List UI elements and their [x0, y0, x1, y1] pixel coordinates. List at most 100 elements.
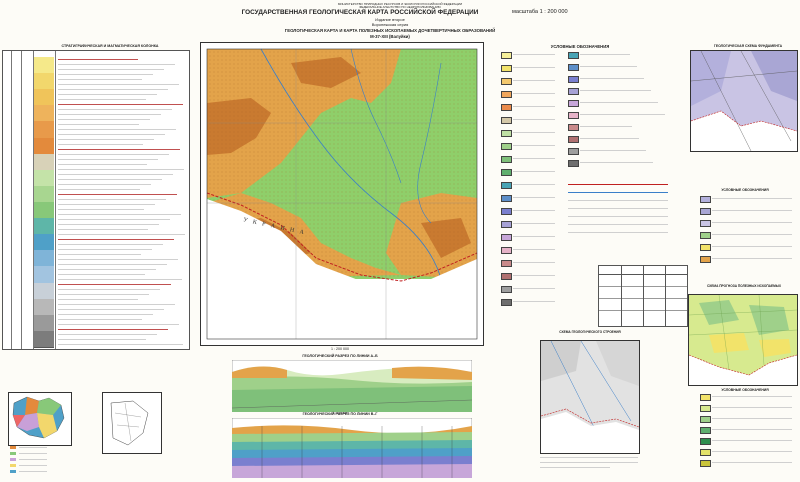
- description-line: [58, 344, 183, 345]
- legend-swatch: [568, 112, 579, 119]
- geological-structure-map[interactable]: [540, 340, 640, 454]
- inset-legend-text: [712, 234, 792, 235]
- description-line: [58, 114, 161, 115]
- main-map-svg: [206, 48, 478, 340]
- legend-swatch: [501, 260, 512, 267]
- basement-scheme-map[interactable]: [690, 50, 798, 152]
- description-line: [58, 189, 140, 190]
- inset-legend-text: [712, 210, 792, 211]
- lithology-layer: [34, 234, 54, 252]
- forecast-legend-swatch: [700, 416, 711, 423]
- lithology-layer: [34, 202, 54, 220]
- legend-swatch: [501, 182, 512, 189]
- inset-legend-swatch: [700, 232, 711, 239]
- inset-bottom-center-title: СХЕМА ГЕОЛОГИЧЕСКОГО СТРОЕНИЯ: [559, 330, 621, 334]
- description-line: [58, 319, 142, 320]
- cross-section-2: [231, 417, 473, 479]
- description-line: [58, 74, 153, 75]
- legend-column-2: [568, 52, 668, 172]
- inset-legend-text: [712, 246, 792, 247]
- legend-swatch: [501, 273, 512, 280]
- inset-mid-right-title: СХЕМА ПРОГНОЗА ПОЛЕЗНЫХ ИСКОПАЕМЫХ: [706, 284, 782, 288]
- admin-regions-svg: [12, 396, 65, 439]
- legend-swatch: [501, 208, 512, 215]
- legend-text-line: [513, 106, 555, 107]
- lithology-layer: [34, 57, 54, 75]
- forecast-legend-text: [712, 451, 792, 452]
- description-line: [58, 309, 164, 310]
- description-line: [58, 284, 171, 285]
- description-line: [58, 259, 178, 260]
- description-line: [58, 279, 182, 280]
- description-line: [58, 289, 160, 290]
- inset-legend-swatch: [700, 208, 711, 215]
- legend-text-line: [580, 102, 658, 103]
- description-line: [58, 229, 148, 230]
- lithology-layer: [34, 105, 54, 123]
- legend-text-line: [513, 158, 555, 159]
- legend-text-line: [580, 78, 644, 79]
- lithology-layer: [34, 121, 54, 139]
- profile-2-title: ГЕОЛОГИЧЕСКИЙ РАЗРЕЗ ПО ЛИНИИ В–Г: [302, 412, 378, 416]
- legend-title: УСЛОВНЫЕ ОБОЗНАЧЕНИЯ: [550, 44, 610, 49]
- forecast-legend-text: [712, 440, 792, 441]
- inset-legend-swatch: [700, 220, 711, 227]
- forecast-legend-swatch: [700, 449, 711, 456]
- forecast-legend-swatch: [700, 460, 711, 467]
- description-line: [58, 324, 179, 325]
- description-line: [58, 104, 183, 105]
- description-line: [58, 109, 172, 110]
- description-line: [58, 184, 151, 185]
- lithology-layer: [34, 282, 54, 300]
- legend-text-line: [513, 132, 555, 133]
- forecast-legend-list: [700, 394, 796, 478]
- forecast-scheme-map[interactable]: [688, 294, 798, 386]
- description-line: [58, 99, 146, 100]
- legend-text-line: [580, 138, 639, 139]
- description-line: [58, 64, 175, 65]
- inset-bottom-right-legend: УСЛОВНЫЕ ОБОЗНАЧЕНИЯ: [721, 388, 769, 392]
- main-geological-map[interactable]: У К Р А И Н А: [200, 42, 484, 346]
- legend-symbols: [568, 180, 668, 260]
- lithology-layer: [34, 266, 54, 284]
- description-line: [58, 169, 184, 170]
- legend-text-line: [513, 93, 555, 94]
- map-subtitle: ГЕОЛОГИЧЕСКАЯ КАРТА И КАРТА ПОЛЕЗНЫХ ИСК…: [284, 28, 496, 33]
- inset-legend-text: [712, 198, 792, 199]
- description-line: [58, 154, 169, 155]
- description-line: [58, 314, 153, 315]
- lithology-layer: [34, 314, 54, 332]
- map-scale-title: масштаба 1 : 200 000: [512, 9, 568, 15]
- forecast-legend-text: [712, 418, 792, 419]
- legend-swatch: [568, 76, 579, 83]
- lithology-layer: [34, 218, 54, 236]
- legend-text-line: [580, 114, 665, 115]
- lithology-layer: [34, 137, 54, 155]
- description-line: [58, 134, 165, 135]
- description-line: [58, 159, 158, 160]
- lithology-column: [34, 57, 54, 348]
- legend-text-line: [513, 275, 555, 276]
- strat-column-title: СТРАТИГРАФИЧЕСКАЯ И МАГМАТИЧЕСКАЯ КОЛОНК…: [61, 44, 159, 48]
- forecast-legend-text: [712, 429, 792, 430]
- page-title: ГОСУДАРСТВЕННАЯ ГЕОЛОГИЧЕСКАЯ КАРТА РОСС…: [241, 9, 479, 16]
- description-line: [58, 164, 147, 165]
- legend-text-line: [513, 67, 555, 68]
- inset-legend-list: [700, 196, 796, 276]
- legend-text-line: [513, 171, 555, 172]
- inset-legend-title: УСЛОВНЫЕ ОБОЗНАЧЕНИЯ: [721, 188, 769, 192]
- legend-text-line: [513, 197, 555, 198]
- description-line: [58, 119, 150, 120]
- description-line: [58, 254, 141, 255]
- lithology-layer: [34, 298, 54, 316]
- tectonic-sketch: [102, 392, 162, 454]
- description-line: [58, 79, 142, 80]
- legend-text-line: [513, 262, 555, 263]
- forecast-legend-swatch: [700, 427, 711, 434]
- inset-legend-swatch: [700, 244, 711, 251]
- legend-text-line: [513, 184, 555, 185]
- legend-swatch: [501, 221, 512, 228]
- legend-text-line: [580, 66, 637, 67]
- lithology-layer: [34, 250, 54, 268]
- description-line: [58, 294, 149, 295]
